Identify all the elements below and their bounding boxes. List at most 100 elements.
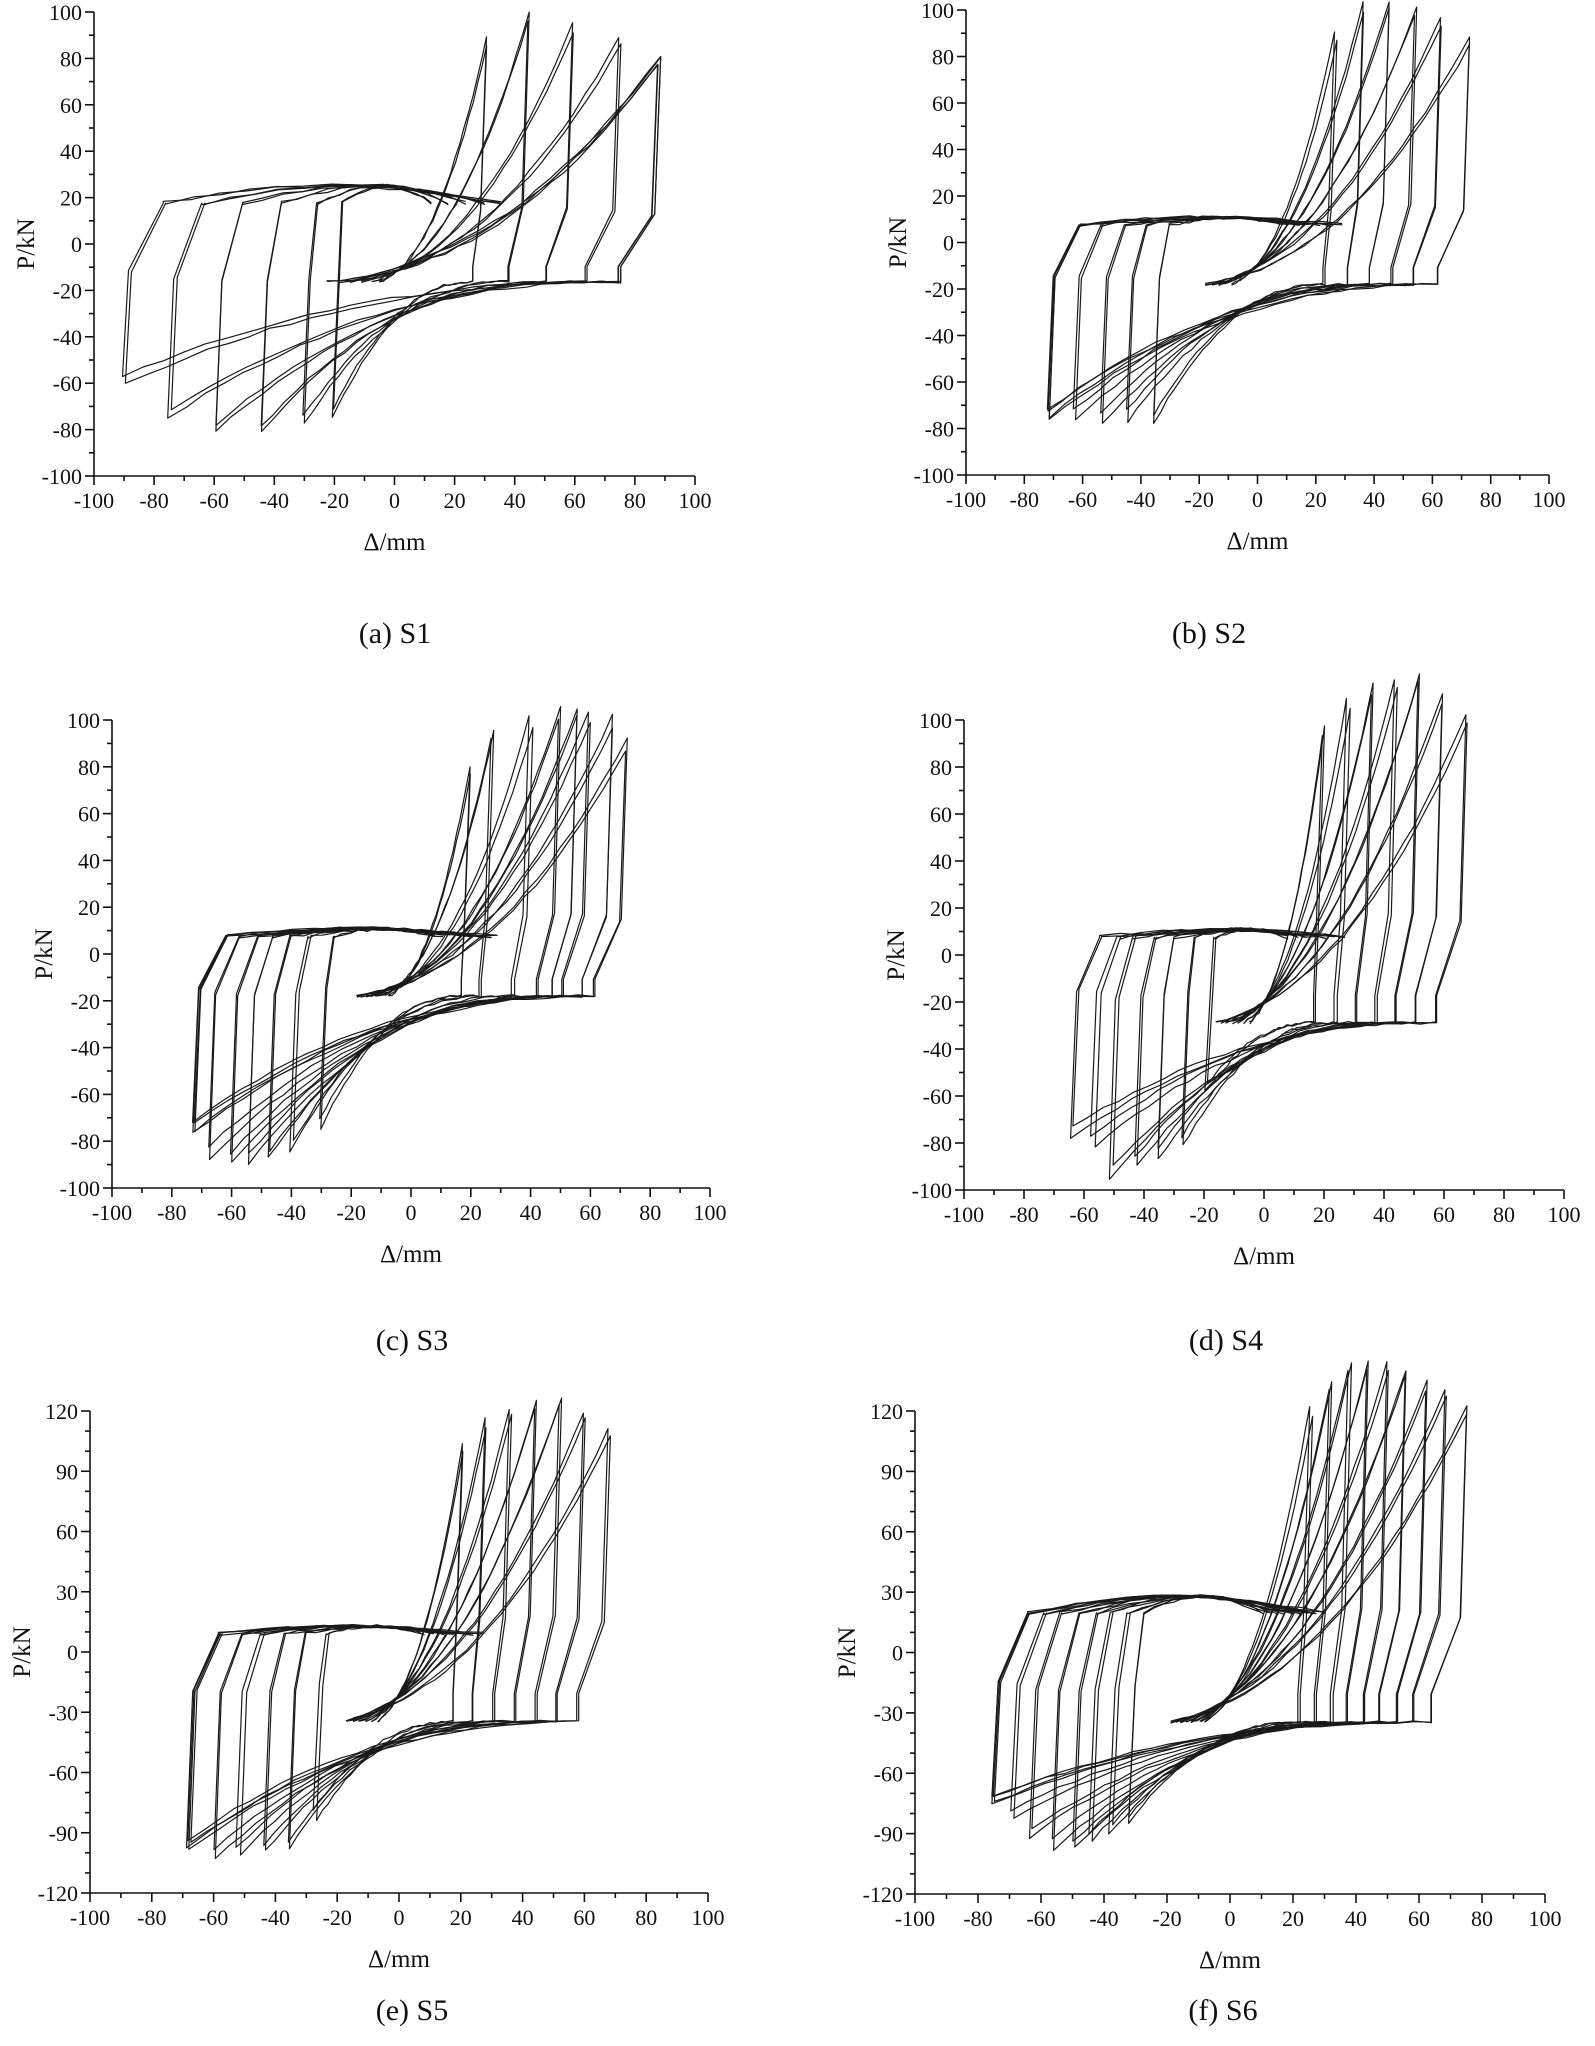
x-tick-label: -40 bbox=[1129, 1202, 1158, 1227]
x-tick-label: 60 bbox=[579, 1200, 601, 1225]
y-tick-label: 100 bbox=[919, 708, 952, 733]
x-tick-label: 80 bbox=[639, 1200, 661, 1225]
y-tick-label: -60 bbox=[925, 370, 954, 395]
y-tick-label: -40 bbox=[71, 1036, 100, 1061]
y-tick-label: -60 bbox=[49, 1761, 78, 1786]
x-tick-label: 40 bbox=[512, 1905, 534, 1930]
y-tick-label: 20 bbox=[930, 896, 952, 921]
y-axis-title: P/kN bbox=[13, 218, 40, 269]
x-tick-label: -40 bbox=[277, 1200, 306, 1225]
y-tick-label: -20 bbox=[53, 278, 82, 303]
y-tick-label: -80 bbox=[71, 1129, 100, 1154]
y-tick-label: 0 bbox=[67, 1640, 78, 1665]
x-tick-label: 20 bbox=[460, 1200, 482, 1225]
y-tick-label: 0 bbox=[943, 231, 954, 256]
x-tick-label: -80 bbox=[963, 1906, 992, 1931]
y-tick-label: 40 bbox=[78, 848, 100, 873]
y-tick-label: 80 bbox=[932, 45, 954, 70]
y-tick-label: 0 bbox=[89, 942, 100, 967]
x-tick-label: 100 bbox=[692, 1905, 725, 1930]
y-tick-label: 0 bbox=[71, 232, 82, 257]
y-tick-label: -60 bbox=[923, 1084, 952, 1109]
y-tick-label: -80 bbox=[923, 1131, 952, 1156]
y-axis-title: P/kN bbox=[885, 217, 912, 268]
panel-d: -100 -80 -60 -40 -20 0 20 40 60 80 100 -100 -80 -60 -4… bbox=[797, 660, 1595, 1380]
y-tick-label: 40 bbox=[932, 138, 954, 163]
x-tick-label: -100 bbox=[946, 487, 986, 512]
y-tick-label: -20 bbox=[71, 989, 100, 1014]
x-tick-label: -20 bbox=[320, 488, 349, 513]
y-tick-label: -80 bbox=[925, 417, 954, 442]
x-tick-label: 0 bbox=[394, 1905, 405, 1930]
y-tick-label: -30 bbox=[874, 1701, 903, 1726]
hysteresis-curves bbox=[192, 705, 628, 1165]
hysteresis-curves bbox=[991, 1360, 1468, 1851]
axes bbox=[85, 11, 696, 485]
x-tick-label: -80 bbox=[1010, 487, 1039, 512]
x-tick-label: -60 bbox=[200, 488, 229, 513]
y-tick-label: 30 bbox=[881, 1580, 903, 1605]
y-tick-label: 120 bbox=[45, 1399, 78, 1424]
y-tick-label: -60 bbox=[71, 1082, 100, 1107]
y-tick-label: 90 bbox=[56, 1459, 78, 1484]
x-tick-label: 100 bbox=[694, 1200, 727, 1225]
y-tick-label: 60 bbox=[78, 802, 100, 827]
y-tick-label: -100 bbox=[914, 463, 954, 488]
panel-c: -100 -80 -60 -40 -20 0 20 40 60 80 100 -100 -80 -60 -4… bbox=[0, 660, 797, 1380]
hysteresis-curves bbox=[121, 11, 662, 433]
x-tick-label: 80 bbox=[635, 1905, 657, 1930]
x-axis-title: Δ/mm bbox=[1199, 1947, 1261, 1974]
chart-e: -100 -80 -60 -40 -20 0 20 40 60 80 100 -120 -90 -60 -3… bbox=[9, 1397, 725, 1973]
axes bbox=[103, 719, 711, 1197]
x-tick-label: 80 bbox=[624, 488, 646, 513]
x-tick-label: 60 bbox=[564, 488, 586, 513]
x-tick-label: -40 bbox=[1089, 1906, 1118, 1931]
x-tick-label: -40 bbox=[261, 1905, 290, 1930]
y-tick-label: -90 bbox=[874, 1822, 903, 1847]
x-tick-label: 60 bbox=[573, 1905, 595, 1930]
x-tick-label: 20 bbox=[450, 1905, 472, 1930]
x-tick-label: 40 bbox=[1363, 487, 1385, 512]
y-tick-label: 60 bbox=[932, 91, 954, 116]
panel-b: -100 -80 -60 -40 -20 0 20 40 60 80 100 -100 -80 -60 -4… bbox=[797, 0, 1595, 660]
x-tick-label: -60 bbox=[1026, 1906, 1055, 1931]
x-tick-label: 80 bbox=[1471, 1906, 1493, 1931]
chart-b: -100 -80 -60 -40 -20 0 20 40 60 80 100 -100 -80 -60 -4… bbox=[885, 0, 1566, 555]
x-tick-label: -80 bbox=[137, 1905, 166, 1930]
x-tick-label: -60 bbox=[1068, 487, 1097, 512]
y-tick-label: -100 bbox=[912, 1178, 952, 1203]
x-axis-title: Δ/mm bbox=[380, 1241, 442, 1268]
y-tick-label: 90 bbox=[881, 1459, 903, 1484]
x-tick-label: -20 bbox=[1185, 487, 1214, 512]
chart-d: -100 -80 -60 -40 -20 0 20 40 60 80 100 -100 -80 -60 -4… bbox=[883, 673, 1581, 1270]
y-tick-label: 30 bbox=[56, 1580, 78, 1605]
y-tick-label: 60 bbox=[881, 1520, 903, 1545]
y-axis-title: P/kN bbox=[9, 1626, 36, 1677]
y-tick-label: -120 bbox=[863, 1882, 903, 1907]
axes bbox=[957, 9, 1550, 484]
x-tick-label: -20 bbox=[337, 1200, 366, 1225]
x-tick-label: 100 bbox=[1548, 1202, 1581, 1227]
caption-e: (e) S5 bbox=[375, 1994, 449, 2027]
y-tick-label: -40 bbox=[53, 325, 82, 350]
y-tick-label: -30 bbox=[49, 1700, 78, 1725]
x-tick-label: -20 bbox=[1189, 1202, 1218, 1227]
hysteresis-curves bbox=[185, 1397, 611, 1860]
x-tick-label: 20 bbox=[444, 488, 466, 513]
x-tick-label: 40 bbox=[504, 488, 526, 513]
x-tick-label: 40 bbox=[520, 1200, 542, 1225]
x-tick-label: -100 bbox=[74, 488, 114, 513]
x-tick-label: 0 bbox=[1252, 487, 1263, 512]
x-tick-label: 0 bbox=[406, 1200, 417, 1225]
axes bbox=[81, 1410, 709, 1902]
x-tick-label: -100 bbox=[92, 1200, 132, 1225]
x-tick-label: -60 bbox=[199, 1905, 228, 1930]
x-tick-label: 0 bbox=[1259, 1202, 1270, 1227]
x-axis-title: Δ/mm bbox=[364, 529, 426, 556]
panel-e: -100 -80 -60 -40 -20 0 20 40 60 80 100 -120 -90 -60 -3… bbox=[0, 1380, 797, 2046]
caption-c: (c) S3 bbox=[375, 1324, 449, 1357]
x-axis-title: Δ/mm bbox=[368, 1946, 430, 1973]
chart-c: -100 -80 -60 -40 -20 0 20 40 60 80 100 -100 -80 -60 -4… bbox=[31, 705, 727, 1268]
x-tick-label: 60 bbox=[1408, 1906, 1430, 1931]
x-tick-label: -40 bbox=[1126, 487, 1155, 512]
